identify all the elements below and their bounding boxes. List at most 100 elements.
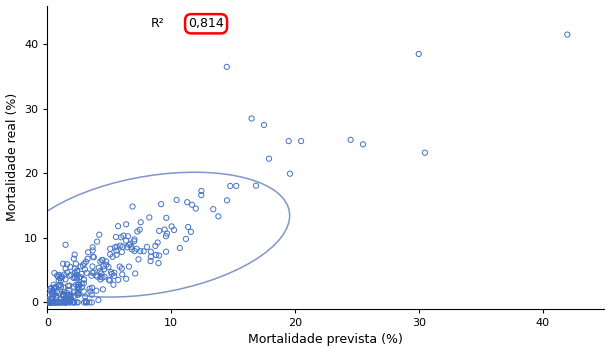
Point [88, 244, 98, 250]
Point [59, 292, 68, 297]
Point [59, 292, 68, 298]
Point [83, 250, 93, 255]
Point [65, 273, 74, 279]
Point [104, 277, 114, 283]
Point [69, 300, 79, 305]
Point [46, 300, 56, 305]
Point [117, 266, 127, 271]
Point [109, 282, 118, 288]
Point [46, 300, 56, 305]
Point [296, 138, 306, 144]
Point [54, 272, 64, 278]
Point [117, 249, 127, 255]
Point [126, 244, 136, 250]
Point [60, 266, 70, 271]
Point [44, 300, 54, 305]
Point [69, 275, 79, 281]
Point [172, 197, 182, 203]
Point [98, 257, 107, 263]
Point [59, 293, 68, 299]
Point [70, 275, 80, 280]
Point [74, 287, 84, 292]
Point [92, 288, 101, 294]
Point [127, 204, 137, 209]
Point [151, 252, 161, 258]
Point [162, 231, 172, 237]
Point [43, 297, 52, 302]
Point [45, 300, 55, 305]
Point [77, 271, 87, 277]
Point [87, 285, 97, 290]
Point [96, 271, 106, 276]
Text: R²: R² [151, 17, 164, 30]
Point [138, 249, 148, 254]
Point [70, 300, 79, 305]
Point [246, 116, 256, 121]
Point [45, 300, 55, 305]
Point [45, 300, 54, 305]
Point [96, 274, 106, 280]
Point [52, 294, 62, 300]
Point [66, 296, 76, 302]
Point [51, 300, 61, 305]
Point [46, 300, 56, 305]
Point [124, 264, 134, 269]
Point [46, 300, 56, 305]
Point [94, 265, 104, 271]
Point [117, 234, 126, 240]
Point [45, 299, 55, 305]
Point [73, 289, 82, 294]
Point [70, 266, 80, 271]
Point [87, 270, 97, 276]
Point [61, 294, 71, 299]
Point [115, 243, 125, 249]
Point [142, 244, 152, 250]
Point [53, 274, 63, 279]
Point [58, 300, 68, 305]
Point [70, 293, 79, 298]
Point [50, 300, 60, 305]
Point [63, 292, 73, 297]
Point [60, 277, 70, 282]
Point [65, 264, 75, 270]
Point [51, 294, 61, 300]
Point [87, 292, 96, 297]
Point [49, 285, 59, 291]
Point [65, 294, 75, 300]
Point [62, 262, 72, 267]
Point [74, 292, 84, 297]
Point [108, 254, 118, 259]
Point [56, 300, 66, 305]
Point [121, 276, 131, 282]
Point [52, 289, 62, 294]
Point [47, 291, 57, 297]
Point [145, 215, 154, 220]
Point [71, 261, 81, 266]
Point [51, 299, 60, 305]
Point [56, 300, 65, 305]
Point [156, 201, 166, 207]
Point [225, 183, 235, 189]
Point [175, 245, 185, 251]
Y-axis label: Mortalidade real (%): Mortalidade real (%) [5, 93, 18, 221]
Point [51, 295, 61, 300]
Point [118, 244, 127, 250]
Point [127, 247, 137, 252]
Point [54, 278, 63, 283]
Point [83, 256, 93, 262]
Point [73, 300, 82, 305]
Point [82, 270, 92, 276]
Point [99, 274, 109, 279]
Point [48, 300, 57, 305]
Point [106, 252, 115, 257]
Point [82, 300, 92, 305]
Point [70, 270, 80, 276]
Point [154, 253, 164, 258]
Point [58, 293, 68, 298]
Point [106, 246, 115, 252]
Point [60, 242, 70, 247]
Point [88, 247, 98, 253]
Point [131, 271, 140, 276]
Point [49, 285, 59, 290]
Point [123, 233, 133, 239]
